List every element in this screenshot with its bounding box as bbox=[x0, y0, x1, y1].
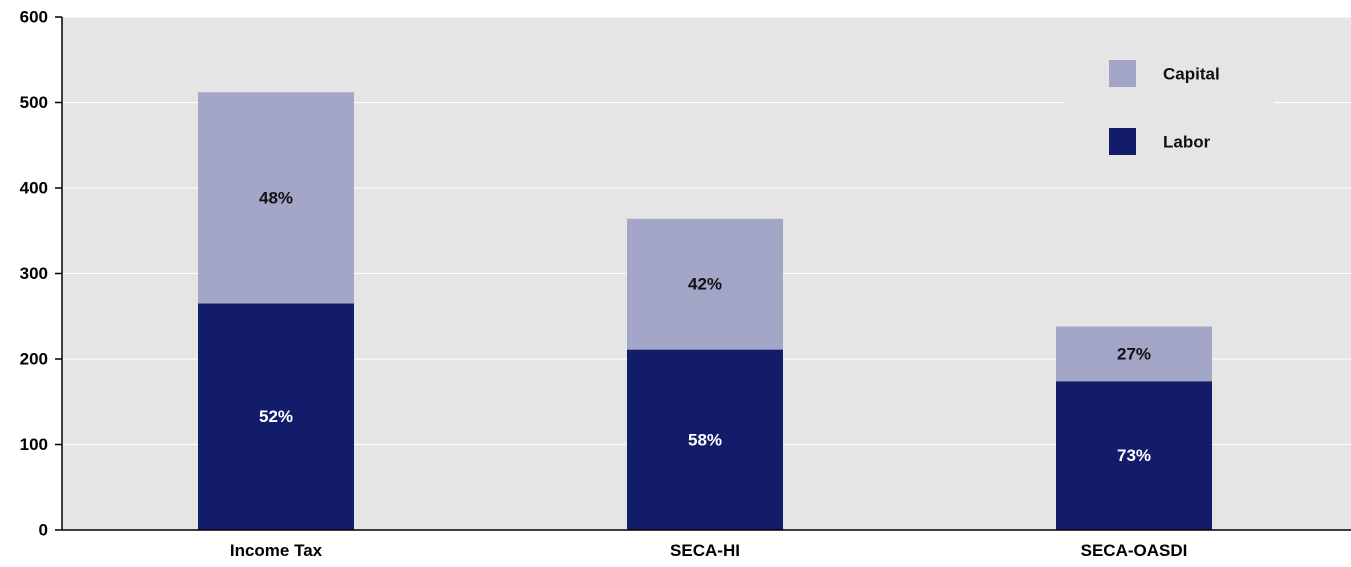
y-tick-label-400: 400 bbox=[20, 179, 48, 198]
bar-seca-oasdi-labor bbox=[1056, 381, 1212, 530]
x-category-label-seca-oasdi: SECA-OASDI bbox=[1081, 541, 1188, 560]
y-tick-label-500: 500 bbox=[20, 93, 48, 112]
bar-label-income-tax-labor: 52% bbox=[259, 407, 293, 426]
bar-label-seca-hi-capital: 42% bbox=[688, 275, 722, 294]
bar-label-seca-oasdi-labor: 73% bbox=[1117, 446, 1151, 465]
x-category-label-seca-hi: SECA-HI bbox=[670, 541, 740, 560]
y-tick-label-100: 100 bbox=[20, 435, 48, 454]
legend: Capital Labor bbox=[1064, 44, 1274, 174]
legend-box bbox=[1064, 44, 1274, 174]
bars: 52% 48% 58% 42% 73% 27% bbox=[198, 92, 1212, 530]
bar-seca-oasdi-capital bbox=[1056, 326, 1212, 382]
legend-label-capital: Capital bbox=[1163, 65, 1220, 84]
y-tick-label-0: 0 bbox=[39, 521, 48, 540]
legend-swatch-labor bbox=[1109, 128, 1136, 155]
bar-label-income-tax-capital: 48% bbox=[259, 188, 293, 207]
bar-seca-hi-labor bbox=[627, 349, 783, 530]
bar-income-tax-capital bbox=[198, 92, 354, 304]
y-tick-label-300: 300 bbox=[20, 264, 48, 283]
legend-label-labor: Labor bbox=[1163, 133, 1211, 152]
y-tick-label-600: 600 bbox=[20, 8, 48, 27]
bar-label-seca-oasdi-capital: 27% bbox=[1117, 344, 1151, 363]
y-tick-label-200: 200 bbox=[20, 350, 48, 369]
y-axis-tick-labels: 0 100 200 300 400 500 600 bbox=[20, 8, 62, 540]
bar-seca-hi-capital bbox=[627, 218, 783, 350]
bar-income-tax-labor bbox=[198, 303, 354, 530]
legend-swatch-capital bbox=[1109, 60, 1136, 87]
bar-label-seca-hi-labor: 58% bbox=[688, 430, 722, 449]
x-category-label-income-tax: Income Tax bbox=[230, 541, 323, 560]
x-axis-category-labels: Income Tax SECA-HI SECA-OASDI bbox=[230, 541, 1188, 560]
